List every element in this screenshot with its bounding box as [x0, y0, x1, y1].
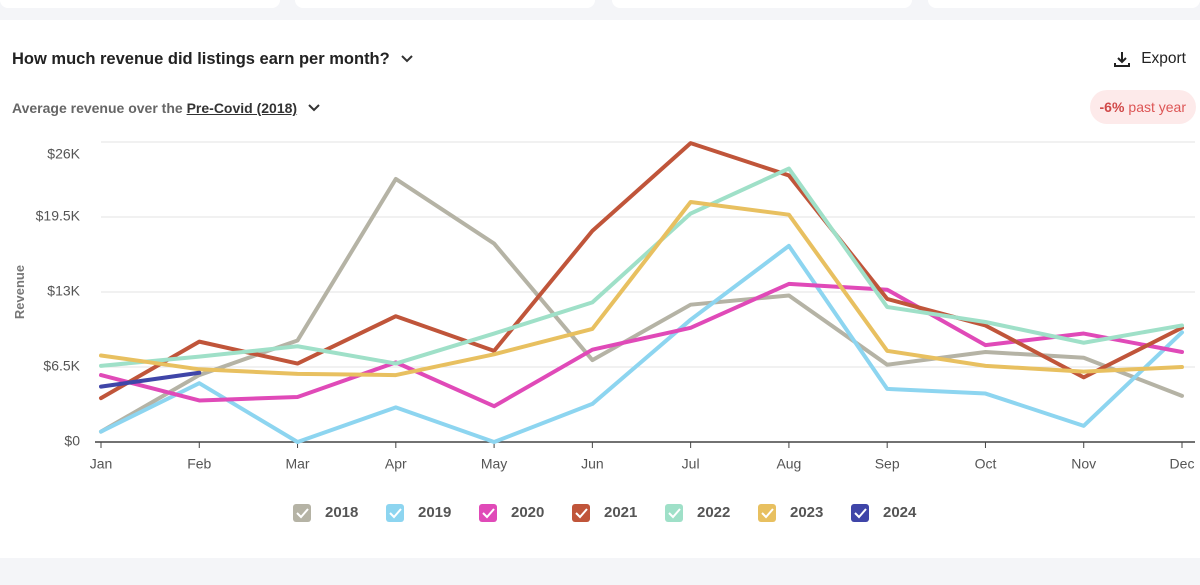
y-axis-label: Revenue	[12, 265, 27, 319]
legend-checkbox	[665, 504, 683, 522]
legend-label: 2022	[697, 504, 730, 521]
top-card	[295, 0, 595, 8]
legend-check	[296, 508, 309, 519]
legend-check	[482, 508, 495, 519]
y-tick-label: $0	[64, 433, 80, 449]
export-label: Export	[1141, 50, 1186, 67]
chart-title: How much revenue did listings earn per m…	[12, 50, 390, 68]
x-tick-label: Dec	[1170, 456, 1195, 472]
legend-checkbox	[293, 504, 311, 522]
top-card	[928, 0, 1200, 8]
series-line	[99, 281, 1184, 409]
legend-label: 2024	[883, 504, 917, 521]
x-tick-label: Oct	[975, 456, 997, 472]
legend-check	[854, 508, 867, 519]
y-tick-label: $19.5K	[36, 208, 81, 224]
y-tick-label: $26K	[47, 146, 80, 162]
y-tick-label: $6.5K	[43, 358, 80, 374]
legend-label: 2020	[511, 504, 544, 521]
legend-checkbox	[851, 504, 869, 522]
x-tick-label: Mar	[285, 456, 309, 472]
x-tick-label: Jul	[682, 456, 700, 472]
legend-item[interactable]: 2023	[758, 504, 823, 522]
series-line	[99, 370, 202, 389]
legend-check	[389, 508, 402, 519]
legend-item[interactable]: 2022	[665, 504, 730, 522]
period-selector[interactable]: Pre-Covid (2018)	[186, 100, 298, 116]
legend-checkbox	[758, 504, 776, 522]
subtitle: Average revenue over the	[12, 100, 183, 116]
change-badge: -6% past year	[1089, 90, 1196, 124]
x-tick-label: Nov	[1071, 456, 1096, 472]
x-tick-label: May	[481, 456, 507, 472]
export-icon	[1114, 52, 1131, 67]
y-tick-label: $13K	[47, 283, 80, 299]
panel	[0, 20, 1200, 558]
title-wrap[interactable]: How much revenue did listings earn per m…	[12, 50, 414, 69]
top-card	[612, 0, 912, 8]
series-line	[99, 243, 1184, 444]
legend-item[interactable]: 2021	[572, 504, 637, 522]
legend-item[interactable]: 2020	[479, 504, 544, 522]
change-value: -6%	[1099, 99, 1125, 115]
top-card	[0, 0, 280, 8]
x-tick-label: Apr	[385, 456, 407, 472]
x-tick-label: Jan	[90, 456, 113, 472]
change-label: past year	[1128, 99, 1186, 115]
legend-label: 2023	[790, 504, 823, 521]
legend-item[interactable]: 2018	[293, 504, 358, 522]
legend-label: 2019	[418, 504, 451, 521]
x-tick-label: Jun	[581, 456, 604, 472]
x-tick-label: Sep	[875, 456, 900, 472]
x-tick-label: Aug	[776, 456, 801, 472]
subtitle-wrap: Average revenue over the Pre-Covid (2018…	[12, 100, 321, 116]
legend-check	[761, 508, 774, 519]
chevron	[401, 55, 414, 63]
legend-item[interactable]: 2024	[851, 504, 917, 522]
chevron	[308, 104, 320, 112]
legend-checkbox	[386, 504, 404, 522]
series-line	[99, 166, 1184, 368]
legend-check	[668, 508, 681, 519]
legend-label: 2021	[604, 504, 637, 521]
legend-checkbox	[479, 504, 497, 522]
legend-label: 2018	[325, 504, 358, 521]
series-line	[99, 141, 1184, 401]
legend-checkbox	[572, 504, 590, 522]
x-tick-label: Feb	[187, 456, 211, 472]
legend-check	[575, 508, 588, 519]
export-button[interactable]: Export	[1113, 50, 1186, 68]
legend-item[interactable]: 2019	[386, 504, 451, 522]
series-line	[99, 200, 1184, 378]
